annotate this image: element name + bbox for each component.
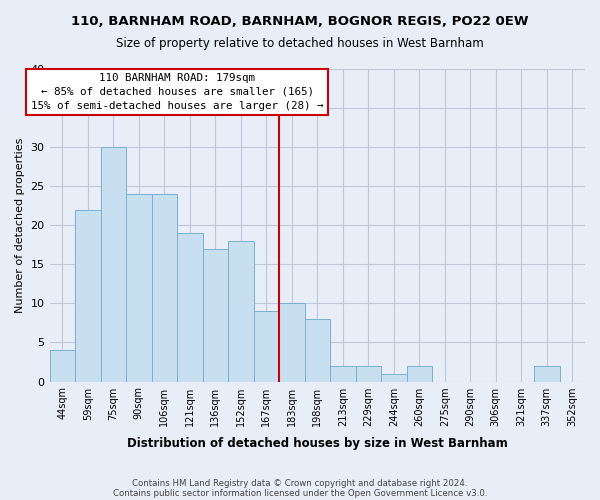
- Bar: [407, 366, 432, 382]
- X-axis label: Distribution of detached houses by size in West Barnham: Distribution of detached houses by size …: [127, 437, 508, 450]
- Text: Contains HM Land Registry data © Crown copyright and database right 2024.: Contains HM Land Registry data © Crown c…: [132, 478, 468, 488]
- Bar: [254, 311, 279, 382]
- Text: Size of property relative to detached houses in West Barnham: Size of property relative to detached ho…: [116, 38, 484, 51]
- Bar: [152, 194, 177, 382]
- Bar: [75, 210, 101, 382]
- Text: 110 BARNHAM ROAD: 179sqm
← 85% of detached houses are smaller (165)
15% of semi-: 110 BARNHAM ROAD: 179sqm ← 85% of detach…: [31, 73, 323, 111]
- Bar: [305, 319, 330, 382]
- Bar: [356, 366, 381, 382]
- Bar: [50, 350, 75, 382]
- Bar: [203, 248, 228, 382]
- Bar: [279, 304, 305, 382]
- Y-axis label: Number of detached properties: Number of detached properties: [15, 138, 25, 313]
- Bar: [330, 366, 356, 382]
- Bar: [381, 374, 407, 382]
- Text: 110, BARNHAM ROAD, BARNHAM, BOGNOR REGIS, PO22 0EW: 110, BARNHAM ROAD, BARNHAM, BOGNOR REGIS…: [71, 15, 529, 28]
- Bar: [177, 233, 203, 382]
- Bar: [126, 194, 152, 382]
- Bar: [101, 147, 126, 382]
- Bar: [228, 241, 254, 382]
- Text: Contains public sector information licensed under the Open Government Licence v3: Contains public sector information licen…: [113, 488, 487, 498]
- Bar: [534, 366, 560, 382]
